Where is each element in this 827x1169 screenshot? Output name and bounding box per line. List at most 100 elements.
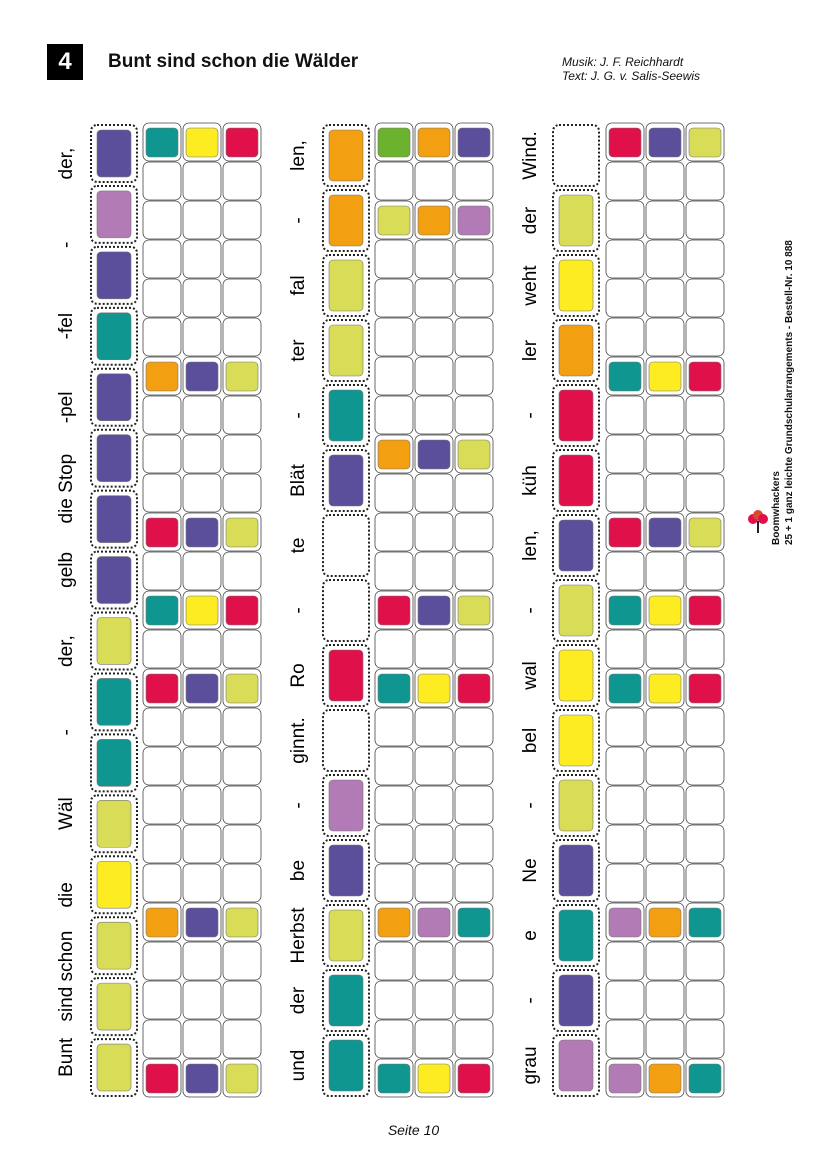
chord-note <box>185 595 219 626</box>
grid-cell <box>454 1019 494 1059</box>
grid-cell <box>374 863 414 903</box>
melody-slot <box>90 306 138 366</box>
grid-cell <box>222 434 262 474</box>
lyric-syllable: - <box>56 729 77 735</box>
melody-note <box>558 1039 594 1092</box>
lyric-syllable: ginnt. <box>288 717 309 763</box>
grid-cell <box>454 278 494 318</box>
grid-cell <box>605 707 645 747</box>
grid-cell <box>374 278 414 318</box>
chord-note <box>648 127 682 158</box>
chord-note <box>377 907 411 938</box>
melody-note <box>558 779 594 832</box>
melody-note <box>558 974 594 1027</box>
grid-cell <box>182 941 222 981</box>
lyric-syllable: Wäl <box>56 797 77 830</box>
lyric-syllable: - <box>288 412 309 418</box>
grid-cell <box>222 746 262 786</box>
grid-cell <box>142 551 182 591</box>
chord-note <box>688 907 722 938</box>
melody-note <box>96 860 132 909</box>
chord-note <box>225 361 259 392</box>
lyric-syllable: - <box>520 997 541 1003</box>
grid-cell <box>374 707 414 747</box>
melody-note <box>328 389 364 442</box>
melody-note <box>328 259 364 312</box>
melody-note <box>96 190 132 239</box>
chord-note <box>457 595 491 626</box>
melody-slot <box>552 774 600 837</box>
chord-note <box>457 439 491 470</box>
lyric-syllable: e <box>520 930 541 941</box>
grid-cell <box>454 356 494 396</box>
melody-slot <box>322 514 370 577</box>
grid-cell <box>685 200 725 240</box>
grid-cell <box>645 941 685 981</box>
chord-note <box>377 595 411 626</box>
lyric-syllable: -fel <box>56 313 77 339</box>
chord-note <box>225 595 259 626</box>
grid-cell <box>685 161 725 201</box>
lyric-syllable: ter <box>288 339 309 362</box>
grid-cell <box>685 707 725 747</box>
grid-cell <box>454 239 494 279</box>
grid-cell <box>142 863 182 903</box>
grid-cell <box>605 629 645 669</box>
grid-cell <box>605 473 645 513</box>
melody-note <box>96 982 132 1031</box>
lyric-syllable: wal <box>520 661 541 691</box>
side-info: Boomwhackers 25 + 1 ganz leichte Grundsc… <box>770 240 796 545</box>
melody-note <box>328 324 364 377</box>
lyric-syllable: der <box>288 986 309 1014</box>
grid-cell <box>685 941 725 981</box>
chord-note <box>608 361 642 392</box>
melody-note <box>96 921 132 970</box>
grid-cell <box>374 941 414 981</box>
grid-cell <box>685 395 725 435</box>
melody-slot <box>552 969 600 1032</box>
lyric-syllable: - <box>520 802 541 808</box>
chord-note <box>185 673 219 704</box>
grid-cell <box>142 980 182 1020</box>
grid-cell <box>645 785 685 825</box>
grid-cell <box>645 863 685 903</box>
chord-note <box>185 1063 219 1094</box>
melody-slot <box>552 709 600 772</box>
melody-slot <box>322 254 370 317</box>
grid-cell <box>142 746 182 786</box>
grid-cell <box>182 629 222 669</box>
grid-cell <box>645 278 685 318</box>
melody-note <box>558 649 594 702</box>
melody-slot <box>90 550 138 610</box>
grid-cell <box>454 824 494 864</box>
melody-slot <box>322 449 370 512</box>
grid-cell <box>685 863 725 903</box>
grid-cell <box>685 746 725 786</box>
grid-cell <box>645 473 685 513</box>
lyric-syllable: -pel <box>56 392 77 424</box>
grid-cell <box>605 785 645 825</box>
lyric-syllable: der, <box>56 148 77 180</box>
side-line-2: Boomwhackers <box>771 471 782 545</box>
grid-cell <box>374 395 414 435</box>
grid-cell <box>685 317 725 357</box>
melody-note <box>328 194 364 247</box>
lyric-syllable: grau <box>520 1046 541 1084</box>
melody-slot <box>552 644 600 707</box>
grid-cell <box>645 746 685 786</box>
grid-cell <box>454 785 494 825</box>
melody-slot <box>552 254 600 317</box>
melody-slot <box>90 916 138 976</box>
lyric-syllable: ler <box>520 339 541 361</box>
melody-note <box>328 974 364 1027</box>
chord-note <box>608 907 642 938</box>
tree-logo-icon <box>748 510 768 533</box>
grid-cell <box>142 161 182 201</box>
grid-cell <box>454 473 494 513</box>
lyric-syllable: der <box>520 206 541 234</box>
publisher-logo <box>745 505 771 545</box>
melody-note <box>96 373 132 421</box>
grid-cell <box>182 980 222 1020</box>
